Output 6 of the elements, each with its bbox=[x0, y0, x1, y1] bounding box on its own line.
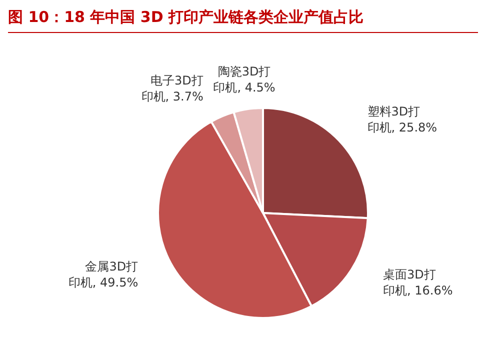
slice-label: 塑料3D打印机, 25.8% bbox=[367, 104, 438, 134]
slice-label: 陶瓷3D打印机, 4.5% bbox=[213, 64, 276, 94]
slice-label: 桌面3D打印机, 16.6% bbox=[383, 268, 453, 298]
slice-label: 电子3D打印机, 3.7% bbox=[141, 73, 204, 104]
slice-label: 金属3D打印机, 49.5% bbox=[68, 259, 138, 290]
chart-title: 图 10：18 年中国 3D 打印产业链各类企业产值占比 bbox=[8, 8, 478, 33]
